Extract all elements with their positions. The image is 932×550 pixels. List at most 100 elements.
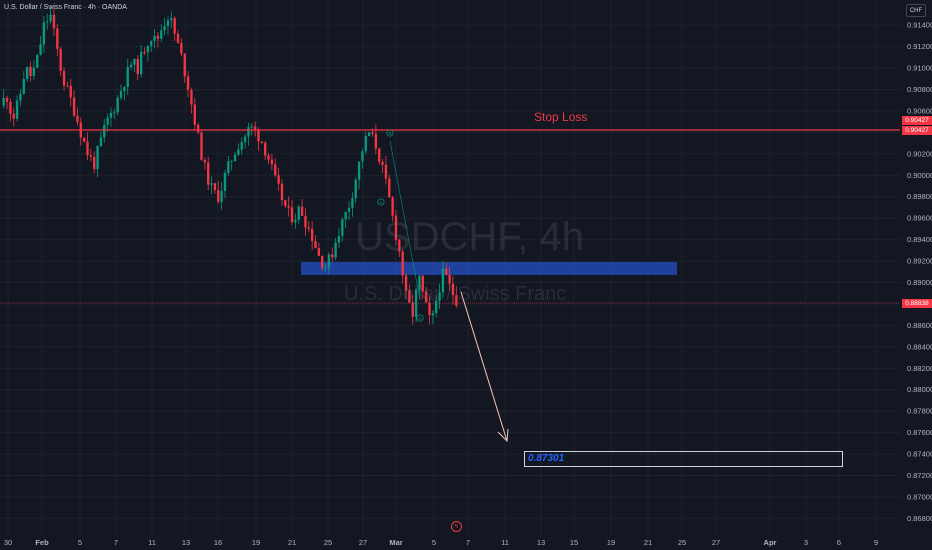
symbol-title[interactable]: U.S. Dollar / Swiss Franc · 4h · OANDA [4,4,127,11]
wave-marker [416,314,424,322]
x-tick-label: 13 [182,538,190,547]
projection-arrowhead [497,428,509,443]
candle-body [200,132,203,160]
candle-body [173,18,176,34]
wave-labels: B A C [377,129,424,322]
candle-body [113,112,116,114]
candle-body [52,14,56,29]
stop-loss-price-badge: 0.90427 [902,116,932,125]
candle-body [341,219,344,236]
price-axis [900,0,932,536]
candle-body [93,156,96,170]
candle-body [166,20,170,27]
candle-body [126,67,129,87]
candle-body [227,161,230,173]
target-label: 0.87301 [528,453,565,464]
candle-body [354,179,357,199]
x-tick-label: 5 [78,538,82,547]
candle-body [240,142,243,150]
flash-icon[interactable]: ϟ [451,521,462,532]
candle-body [280,183,284,200]
candle-body [139,52,143,75]
candle-body [49,14,52,22]
y-tick-label: 0.91400 [907,21,932,30]
candle-body [374,133,378,149]
x-tick-label: 19 [607,538,615,547]
y-tick-label: 0.86800 [907,514,932,523]
candle-body [267,155,270,160]
candle-body [304,215,307,228]
candle-body [89,155,93,157]
candle-body [264,142,267,156]
candle-body [310,228,314,242]
candle-body [378,148,381,162]
candle-body [146,46,150,53]
candle-body [163,26,166,31]
x-tick-label: Feb [35,538,49,547]
candle-body [384,164,388,179]
stop-loss-price-badge-2: 0.90427 [902,126,932,135]
candle-body [25,66,29,79]
target-box[interactable]: 0.87301 [524,451,843,467]
candle-body [394,215,398,240]
candle-body [257,129,260,142]
candle-body [445,268,448,275]
candle-body [119,91,123,98]
candle-body [230,161,233,163]
candle-body [15,100,19,119]
x-tick-label: 30 [4,538,12,547]
candle-body [331,254,334,258]
candle-body [156,35,160,39]
x-tick-label: 19 [252,538,260,547]
candle-body [66,85,69,87]
candle-body [277,175,280,184]
candle-body [42,22,46,45]
candle-body [176,33,180,43]
candle-body [314,241,317,249]
x-tick-label: 13 [537,538,545,547]
time-axis [0,536,932,550]
x-tick-label: 5 [432,538,436,547]
candle-body [344,211,347,220]
x-tick-label: 7 [114,538,118,547]
candle-body [401,251,404,276]
y-tick-label: 0.87800 [907,407,932,416]
projection-arrow[interactable] [460,291,508,442]
wave-line [389,140,421,301]
y-tick-label: 0.89600 [907,214,932,223]
y-tick-label: 0.89800 [907,192,932,201]
candle-body [421,275,424,292]
candle-body [428,302,431,316]
currency-label[interactable]: CHF [906,4,926,17]
candle-body [371,132,374,134]
wave-label: B [388,131,391,136]
x-tick-label: 25 [324,538,332,547]
candle-body [321,255,324,268]
x-tick-label: Apr [764,538,777,547]
candle-body [59,48,62,71]
candle-body [220,190,223,202]
candle-body [193,104,196,125]
candle-body [190,89,193,105]
candle-body [438,292,441,301]
candle-body [334,242,337,258]
candle-body [106,117,109,125]
x-tick-label: 25 [678,538,686,547]
candle-body [116,97,119,113]
candle-body [448,274,451,284]
y-tick-label: 0.87200 [907,471,932,480]
candle-body [99,137,103,147]
x-tick-label: 27 [712,538,720,547]
candle-body [62,70,66,86]
wave-marker [386,129,394,137]
candle-body [391,197,394,216]
candle-body [260,141,264,143]
candle-body [418,275,421,290]
candle-body [441,268,445,293]
y-tick-label: 0.88200 [907,364,932,373]
candle-body [136,59,139,75]
x-tick-label: 15 [570,538,578,547]
x-tick-label: 27 [359,538,367,547]
candle-body [327,254,331,268]
